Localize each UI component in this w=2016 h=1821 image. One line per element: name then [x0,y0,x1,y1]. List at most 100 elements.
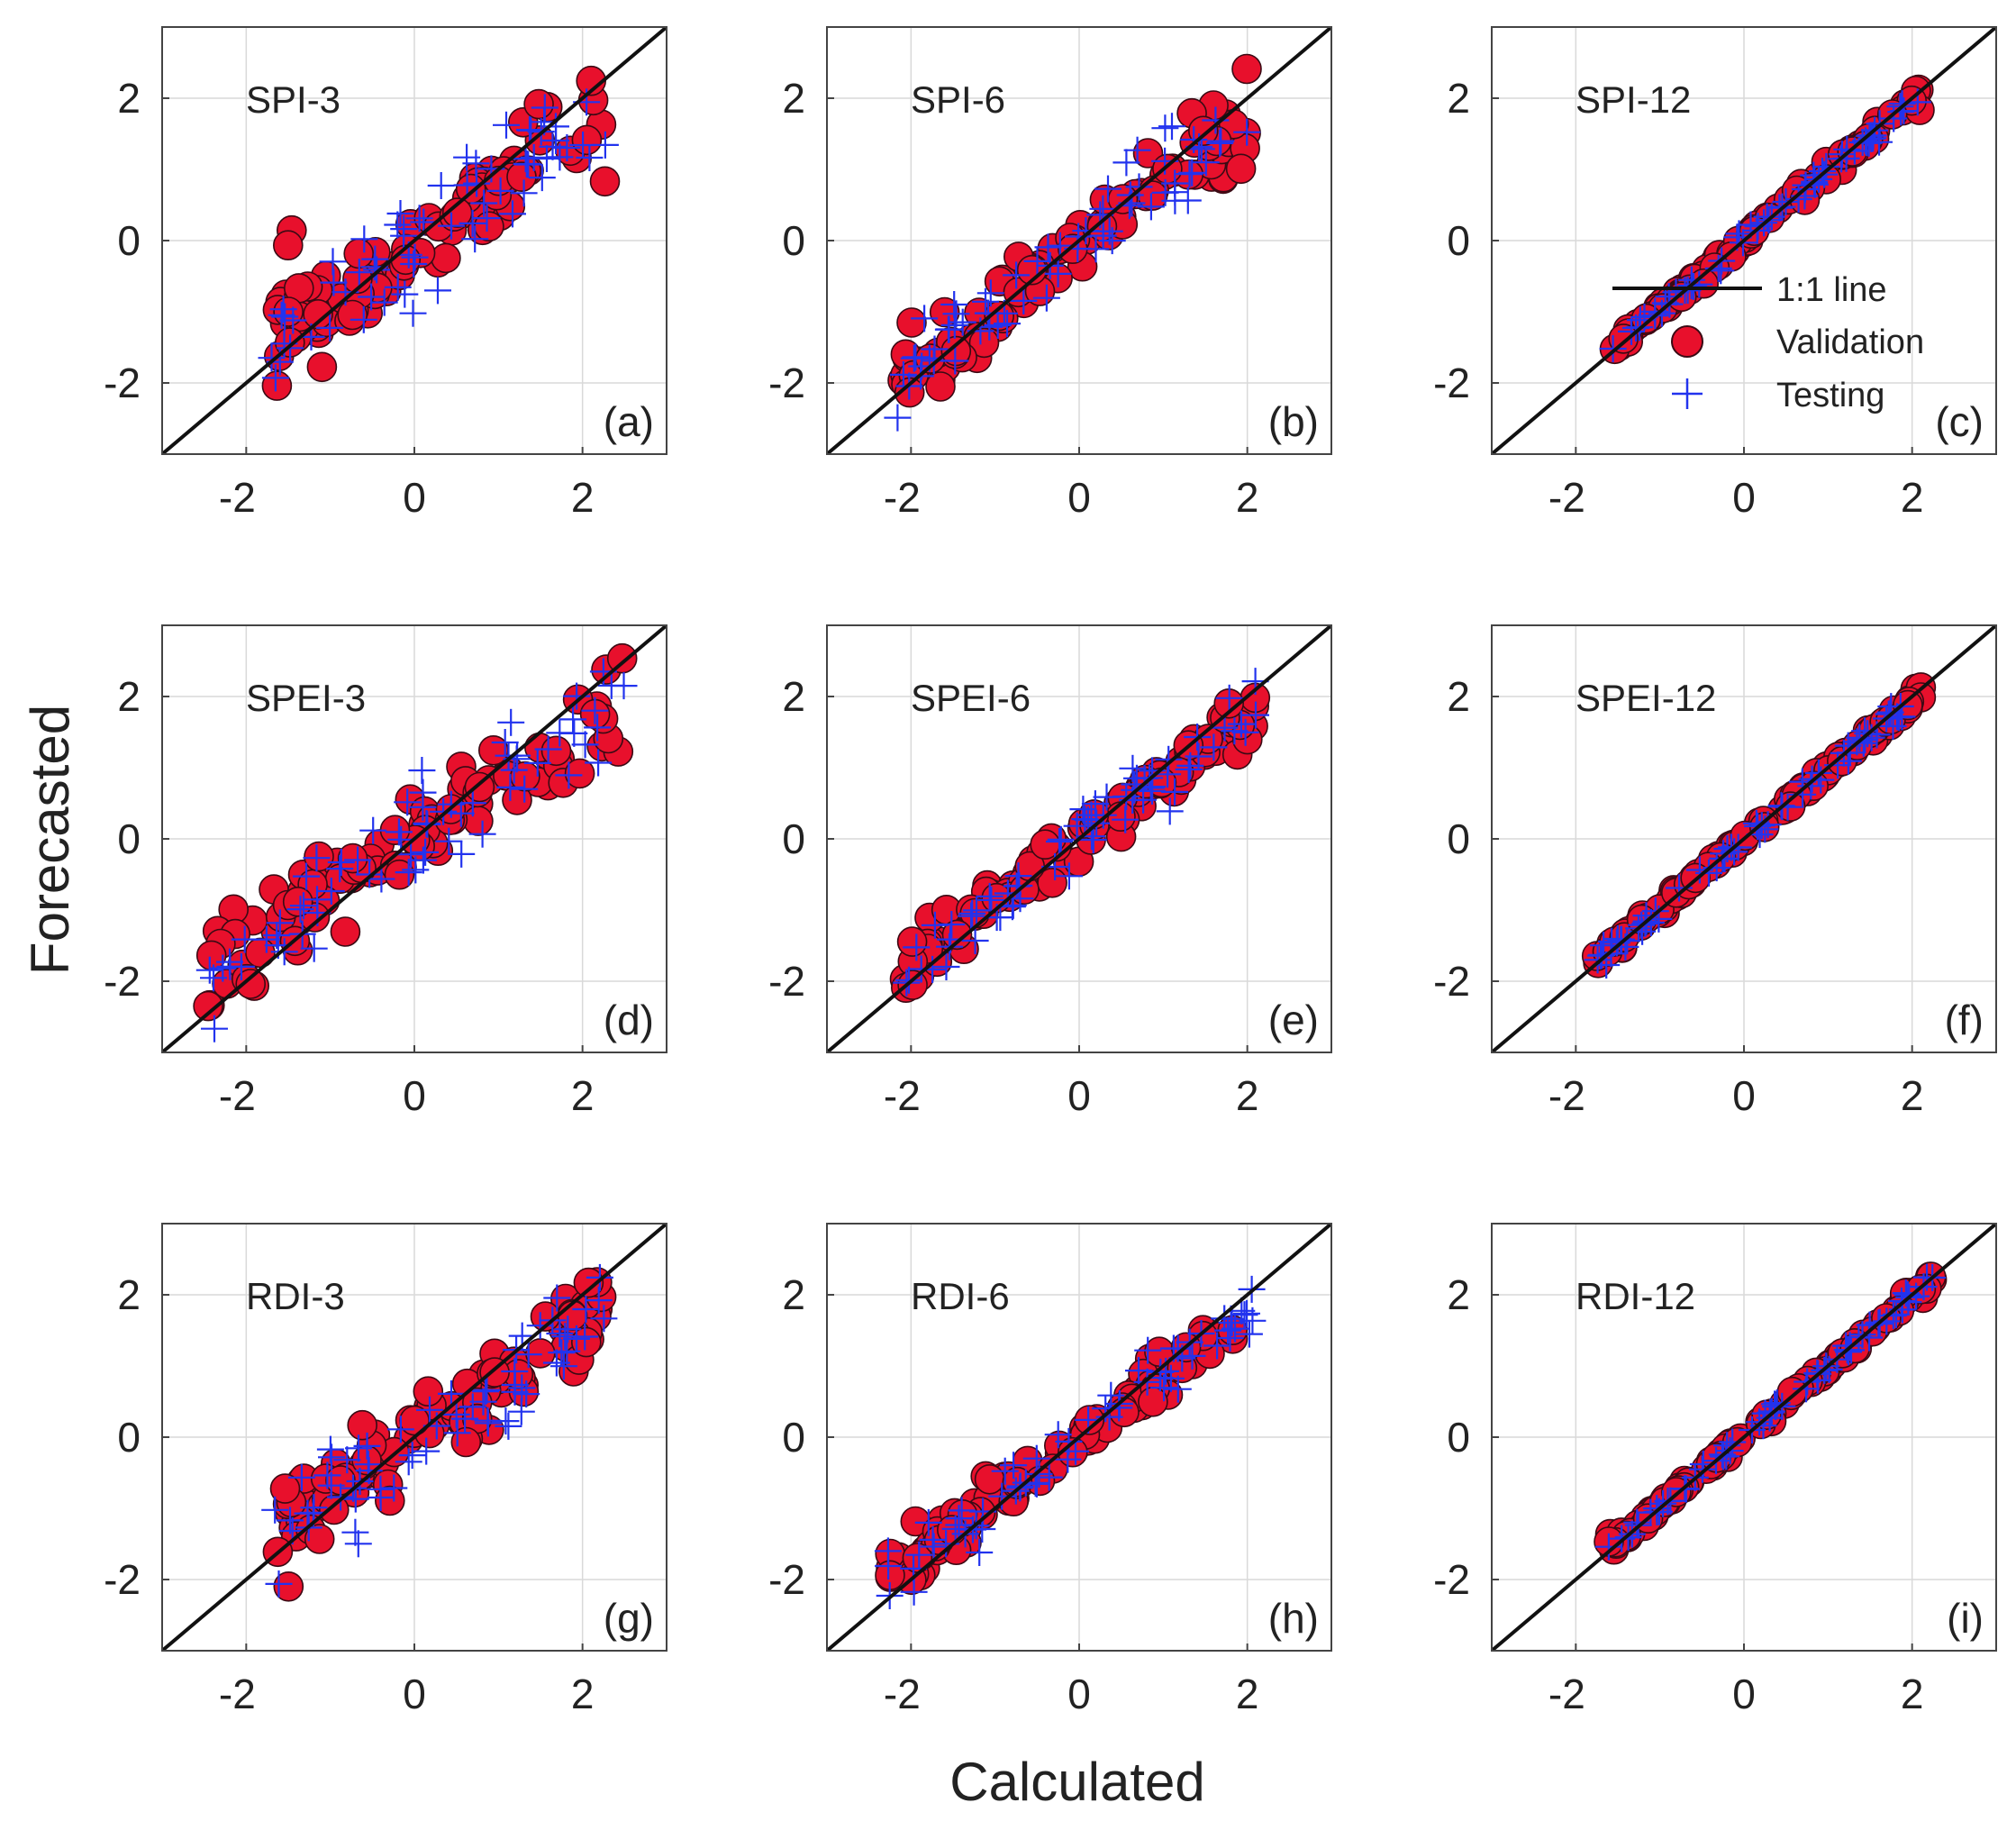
x-tick-label: 0 [1067,1072,1091,1119]
testing-point [491,729,519,756]
x-tick-label: -2 [1548,1072,1585,1119]
testing-point [572,1296,600,1323]
validation-point [261,370,293,401]
testing-point [508,1374,536,1402]
testing-point [1242,701,1269,729]
testing-point [386,200,414,227]
testing-point [576,144,604,171]
x-tick-label: 2 [571,1072,595,1119]
testing-point [495,1412,522,1440]
testing-point [959,1516,986,1543]
validation-point [474,211,504,241]
data-points [889,668,1271,1003]
testing-point [513,150,540,178]
testing-point [293,862,320,890]
testing-point [586,1263,613,1291]
x-tick-label: 2 [1901,474,1924,521]
testing-point [1094,175,1122,203]
testing-point [1214,1316,1242,1344]
x-tick-label: 0 [403,474,426,521]
testing-point [1216,1325,1244,1352]
panel-letter: (c) [1935,398,1984,445]
testing-point [461,225,489,253]
testing-point [195,956,223,984]
panel-letter: (d) [604,997,654,1043]
testing-point [974,299,1002,327]
testing-point [416,1396,443,1424]
testing-point [1623,1508,1651,1536]
validation-point [269,1473,301,1504]
testing-point [1227,710,1255,738]
testing-point [424,277,451,305]
testing-point [1147,1358,1175,1386]
testing-point [277,1507,304,1534]
panel-title: SPEI-3 [246,677,366,719]
testing-point [1846,724,1874,751]
testing-point [394,788,422,816]
testing-point [474,1409,502,1437]
panel-9: -2 0 2 -2 0 2 RDI-12 (i) [1433,1223,1997,1717]
testing-point [533,145,560,172]
testing-point [270,938,298,966]
testing-point [500,756,528,784]
validation-point [925,371,956,402]
y-tick-label: -2 [768,360,805,406]
testing-point [884,404,912,432]
testing-point [1192,149,1220,177]
validation-point [306,351,338,383]
testing-point [395,1448,422,1476]
testing-point [1211,714,1239,742]
testing-point [523,749,551,777]
testing-point [409,778,437,806]
x-tick-label: 2 [571,1671,595,1717]
testing-point [462,150,490,178]
testing-point [581,697,609,724]
testing-point [1032,284,1060,312]
validation-point [1105,801,1136,833]
testing-point [1151,114,1179,142]
testing-point [391,280,419,308]
testing-point [395,859,422,887]
y-tick-label: 0 [782,217,805,264]
testing-point [1797,772,1825,800]
testing-point [400,250,428,278]
x-tick-label: -2 [1548,474,1585,521]
testing-point [597,671,625,699]
testing-point [319,248,347,276]
testing-point [976,882,1003,910]
validation-point [896,307,927,338]
testing-point [949,308,976,336]
testing-point [303,844,331,872]
data-points [193,642,638,1043]
testing-point [961,927,989,954]
testing-point [438,1379,465,1407]
y-tick-label: 2 [782,75,805,122]
testing-point [1044,259,1072,287]
testing-point [1081,790,1109,818]
testing-point [1069,796,1097,824]
testing-point [889,360,917,388]
testing-point [397,841,425,869]
testing-point [318,1443,345,1471]
testing-point [1046,828,1073,855]
panel-6: -2 0 2 -2 0 2 SPEI-12 (f) [1433,624,1997,1119]
panel-7: -2 0 2 -2 0 2 RDI-3 (g) [104,1223,667,1717]
testing-point [1022,1444,1050,1472]
testing-point [341,1485,369,1513]
testing-point [507,1398,535,1425]
testing-point [902,343,930,371]
one-to-one-line [827,27,1331,454]
y-tick-label: -2 [104,958,141,1005]
testing-point [1093,783,1121,811]
testing-point [1000,1452,1028,1480]
testing-point [875,1552,903,1580]
y-tick-label: 0 [1447,1414,1470,1461]
testing-point [1879,1302,1907,1330]
one-to-one-line [827,1224,1331,1651]
testing-point [560,719,588,747]
data-points [258,65,621,401]
testing-point [412,838,440,866]
testing-point [231,925,259,953]
testing-point [1134,1336,1162,1364]
testing-point [265,1570,293,1598]
